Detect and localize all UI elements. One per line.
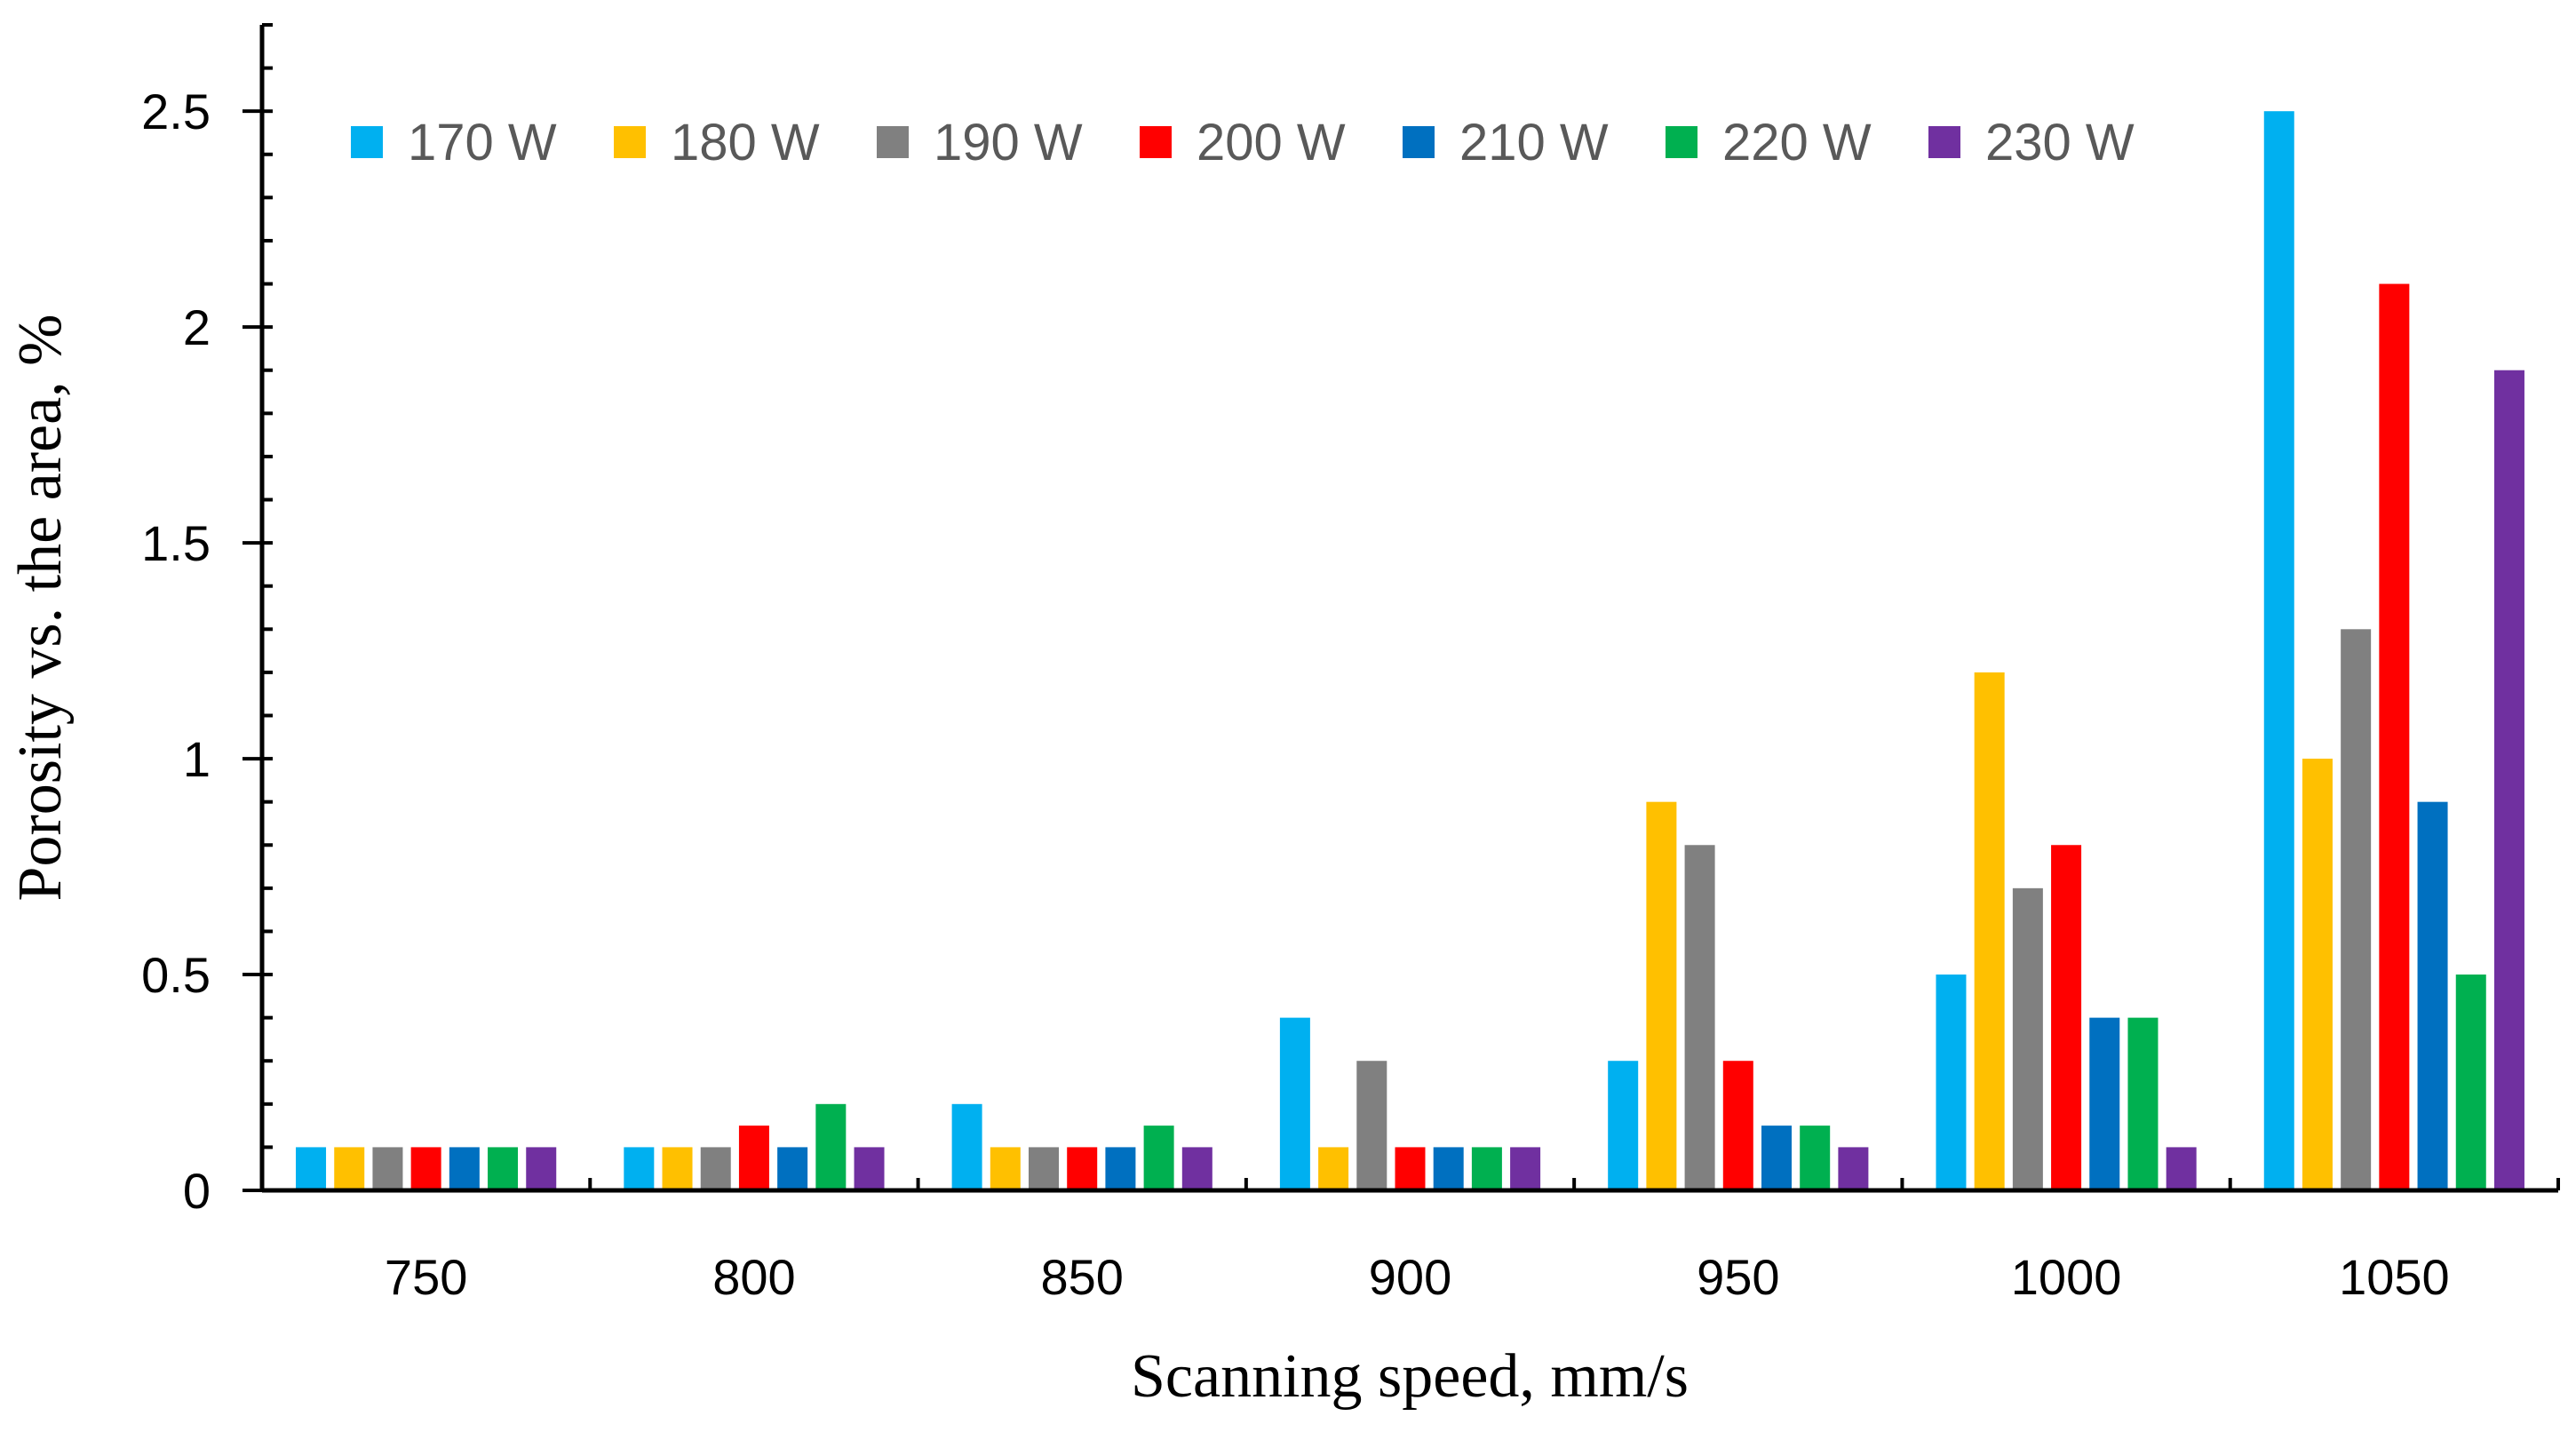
y-axis-title: Porosity vs. the area, % — [6, 314, 75, 902]
bar-200w-1000 — [2051, 845, 2082, 1190]
bar-230w-750 — [526, 1147, 557, 1190]
y-tick-label: 0 — [183, 1163, 211, 1219]
bar-180w-1050 — [2302, 759, 2333, 1190]
bar-170w-800 — [624, 1147, 655, 1190]
bar-230w-800 — [854, 1147, 885, 1190]
legend-swatch — [1140, 126, 1172, 158]
x-tick-label: 1050 — [2339, 1249, 2450, 1305]
bar-220w-1000 — [2127, 1017, 2159, 1190]
bar-200w-850 — [1067, 1147, 1098, 1190]
bar-180w-1000 — [1974, 672, 2005, 1190]
y-tick-label: 2 — [183, 299, 211, 355]
bar-220w-750 — [488, 1147, 519, 1190]
y-tick-label: 0.5 — [141, 947, 211, 1003]
bar-210w-750 — [449, 1147, 480, 1190]
axes-group — [259, 25, 2558, 1193]
legend-label: 190 W — [934, 114, 1083, 171]
bar-210w-1050 — [2417, 801, 2448, 1190]
legend-swatch — [1928, 126, 1960, 158]
bar-170w-950 — [1608, 1061, 1639, 1190]
bar-170w-850 — [951, 1103, 982, 1190]
bar-190w-800 — [700, 1147, 731, 1190]
legend-label: 200 W — [1197, 114, 1346, 171]
x-axis-title: Scanning speed, mm/s — [1131, 1342, 1689, 1411]
bar-180w-950 — [1646, 801, 1677, 1190]
legend: 170 W 180 W 190 W 200 W 210 W 220 W 230 W — [351, 114, 2135, 171]
bar-170w-1000 — [1936, 975, 1967, 1190]
bars-group — [296, 111, 2524, 1191]
bar-190w-950 — [1684, 845, 1715, 1190]
bar-190w-850 — [1029, 1147, 1060, 1190]
bar-210w-850 — [1105, 1147, 1136, 1190]
tick-labels-group: 0 0.5 1 1.5 2 2.5 750 800 850 900 950 1000 1050 — [141, 84, 2450, 1305]
x-tick-label: 850 — [1040, 1249, 1123, 1305]
x-tick-label: 800 — [712, 1249, 795, 1305]
bar-220w-850 — [1143, 1126, 1174, 1190]
bar-180w-850 — [990, 1147, 1021, 1190]
bar-220w-800 — [815, 1103, 847, 1190]
legend-label: 180 W — [671, 114, 820, 171]
legend-label: 210 W — [1459, 114, 1609, 171]
x-tick-label: 950 — [1697, 1249, 1779, 1305]
bar-230w-950 — [1838, 1147, 1869, 1190]
bar-220w-900 — [1471, 1147, 1502, 1190]
bar-190w-900 — [1356, 1061, 1387, 1190]
bar-210w-950 — [1761, 1126, 1792, 1190]
y-tick-label: 1.5 — [141, 515, 211, 571]
bar-190w-1050 — [2341, 629, 2372, 1190]
y-tick-label: 1 — [183, 731, 211, 787]
legend-swatch — [351, 126, 383, 158]
bar-200w-1050 — [2379, 283, 2410, 1190]
bar-200w-900 — [1395, 1147, 1426, 1190]
legend-swatch — [614, 126, 646, 158]
bar-210w-900 — [1433, 1147, 1464, 1190]
ticks-group — [242, 23, 2560, 1192]
x-tick-label: 900 — [1369, 1249, 1451, 1305]
bar-180w-800 — [662, 1147, 693, 1190]
legend-label: 220 W — [1722, 114, 1872, 171]
x-tick-label: 750 — [385, 1249, 467, 1305]
x-tick-label: 1000 — [2011, 1249, 2122, 1305]
legend-label: 170 W — [408, 114, 557, 171]
bar-190w-1000 — [2012, 887, 2043, 1190]
bar-230w-1000 — [2166, 1147, 2197, 1190]
legend-label: 230 W — [1985, 114, 2135, 171]
bar-200w-750 — [410, 1147, 441, 1190]
bar-170w-1050 — [2263, 111, 2294, 1191]
bar-230w-850 — [1181, 1147, 1212, 1190]
bar-170w-750 — [296, 1147, 327, 1190]
bar-220w-950 — [1800, 1126, 1831, 1190]
bar-230w-1050 — [2493, 370, 2524, 1190]
bar-190w-750 — [372, 1147, 403, 1190]
bar-210w-800 — [777, 1147, 808, 1190]
y-tick-label: 2.5 — [141, 84, 211, 139]
bar-200w-950 — [1722, 1061, 1753, 1190]
legend-swatch — [1666, 126, 1697, 158]
bar-210w-1000 — [2089, 1017, 2120, 1190]
legend-swatch — [1403, 126, 1435, 158]
bar-220w-1050 — [2455, 975, 2486, 1190]
legend-swatch — [877, 126, 909, 158]
bar-170w-900 — [1279, 1017, 1310, 1190]
bar-180w-750 — [334, 1147, 365, 1190]
bar-200w-800 — [738, 1126, 769, 1190]
bar-180w-900 — [1318, 1147, 1349, 1190]
bar-230w-900 — [1510, 1147, 1541, 1190]
